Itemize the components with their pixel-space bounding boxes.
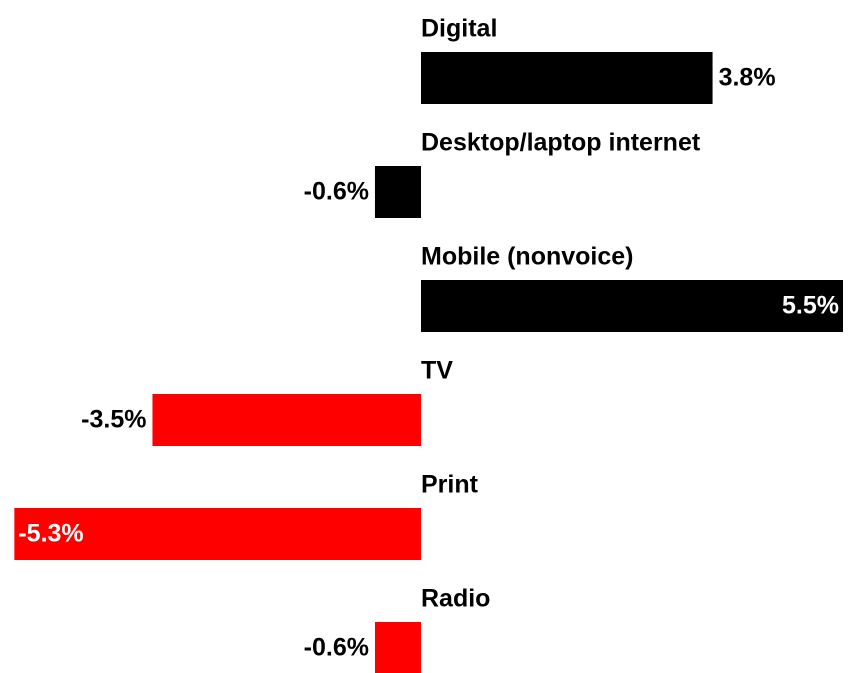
value-label: -0.6% — [304, 178, 369, 206]
category-label: Radio — [421, 585, 490, 613]
category-label: Print — [421, 471, 479, 499]
bar — [152, 394, 422, 446]
category-label: TV — [421, 357, 453, 385]
bar — [421, 280, 843, 332]
value-label: 3.8% — [719, 64, 776, 92]
bar — [374, 166, 421, 218]
value-label: -5.3% — [18, 520, 83, 548]
value-label: -3.5% — [81, 406, 146, 434]
bar — [14, 508, 421, 560]
category-label: Mobile (nonvoice) — [421, 243, 634, 271]
category-label: Desktop/laptop internet — [421, 129, 701, 157]
bar — [374, 622, 421, 673]
category-label: Digital — [421, 15, 497, 43]
value-label: 5.5% — [782, 292, 839, 320]
bar — [421, 52, 713, 104]
value-label: -0.6% — [304, 634, 369, 662]
